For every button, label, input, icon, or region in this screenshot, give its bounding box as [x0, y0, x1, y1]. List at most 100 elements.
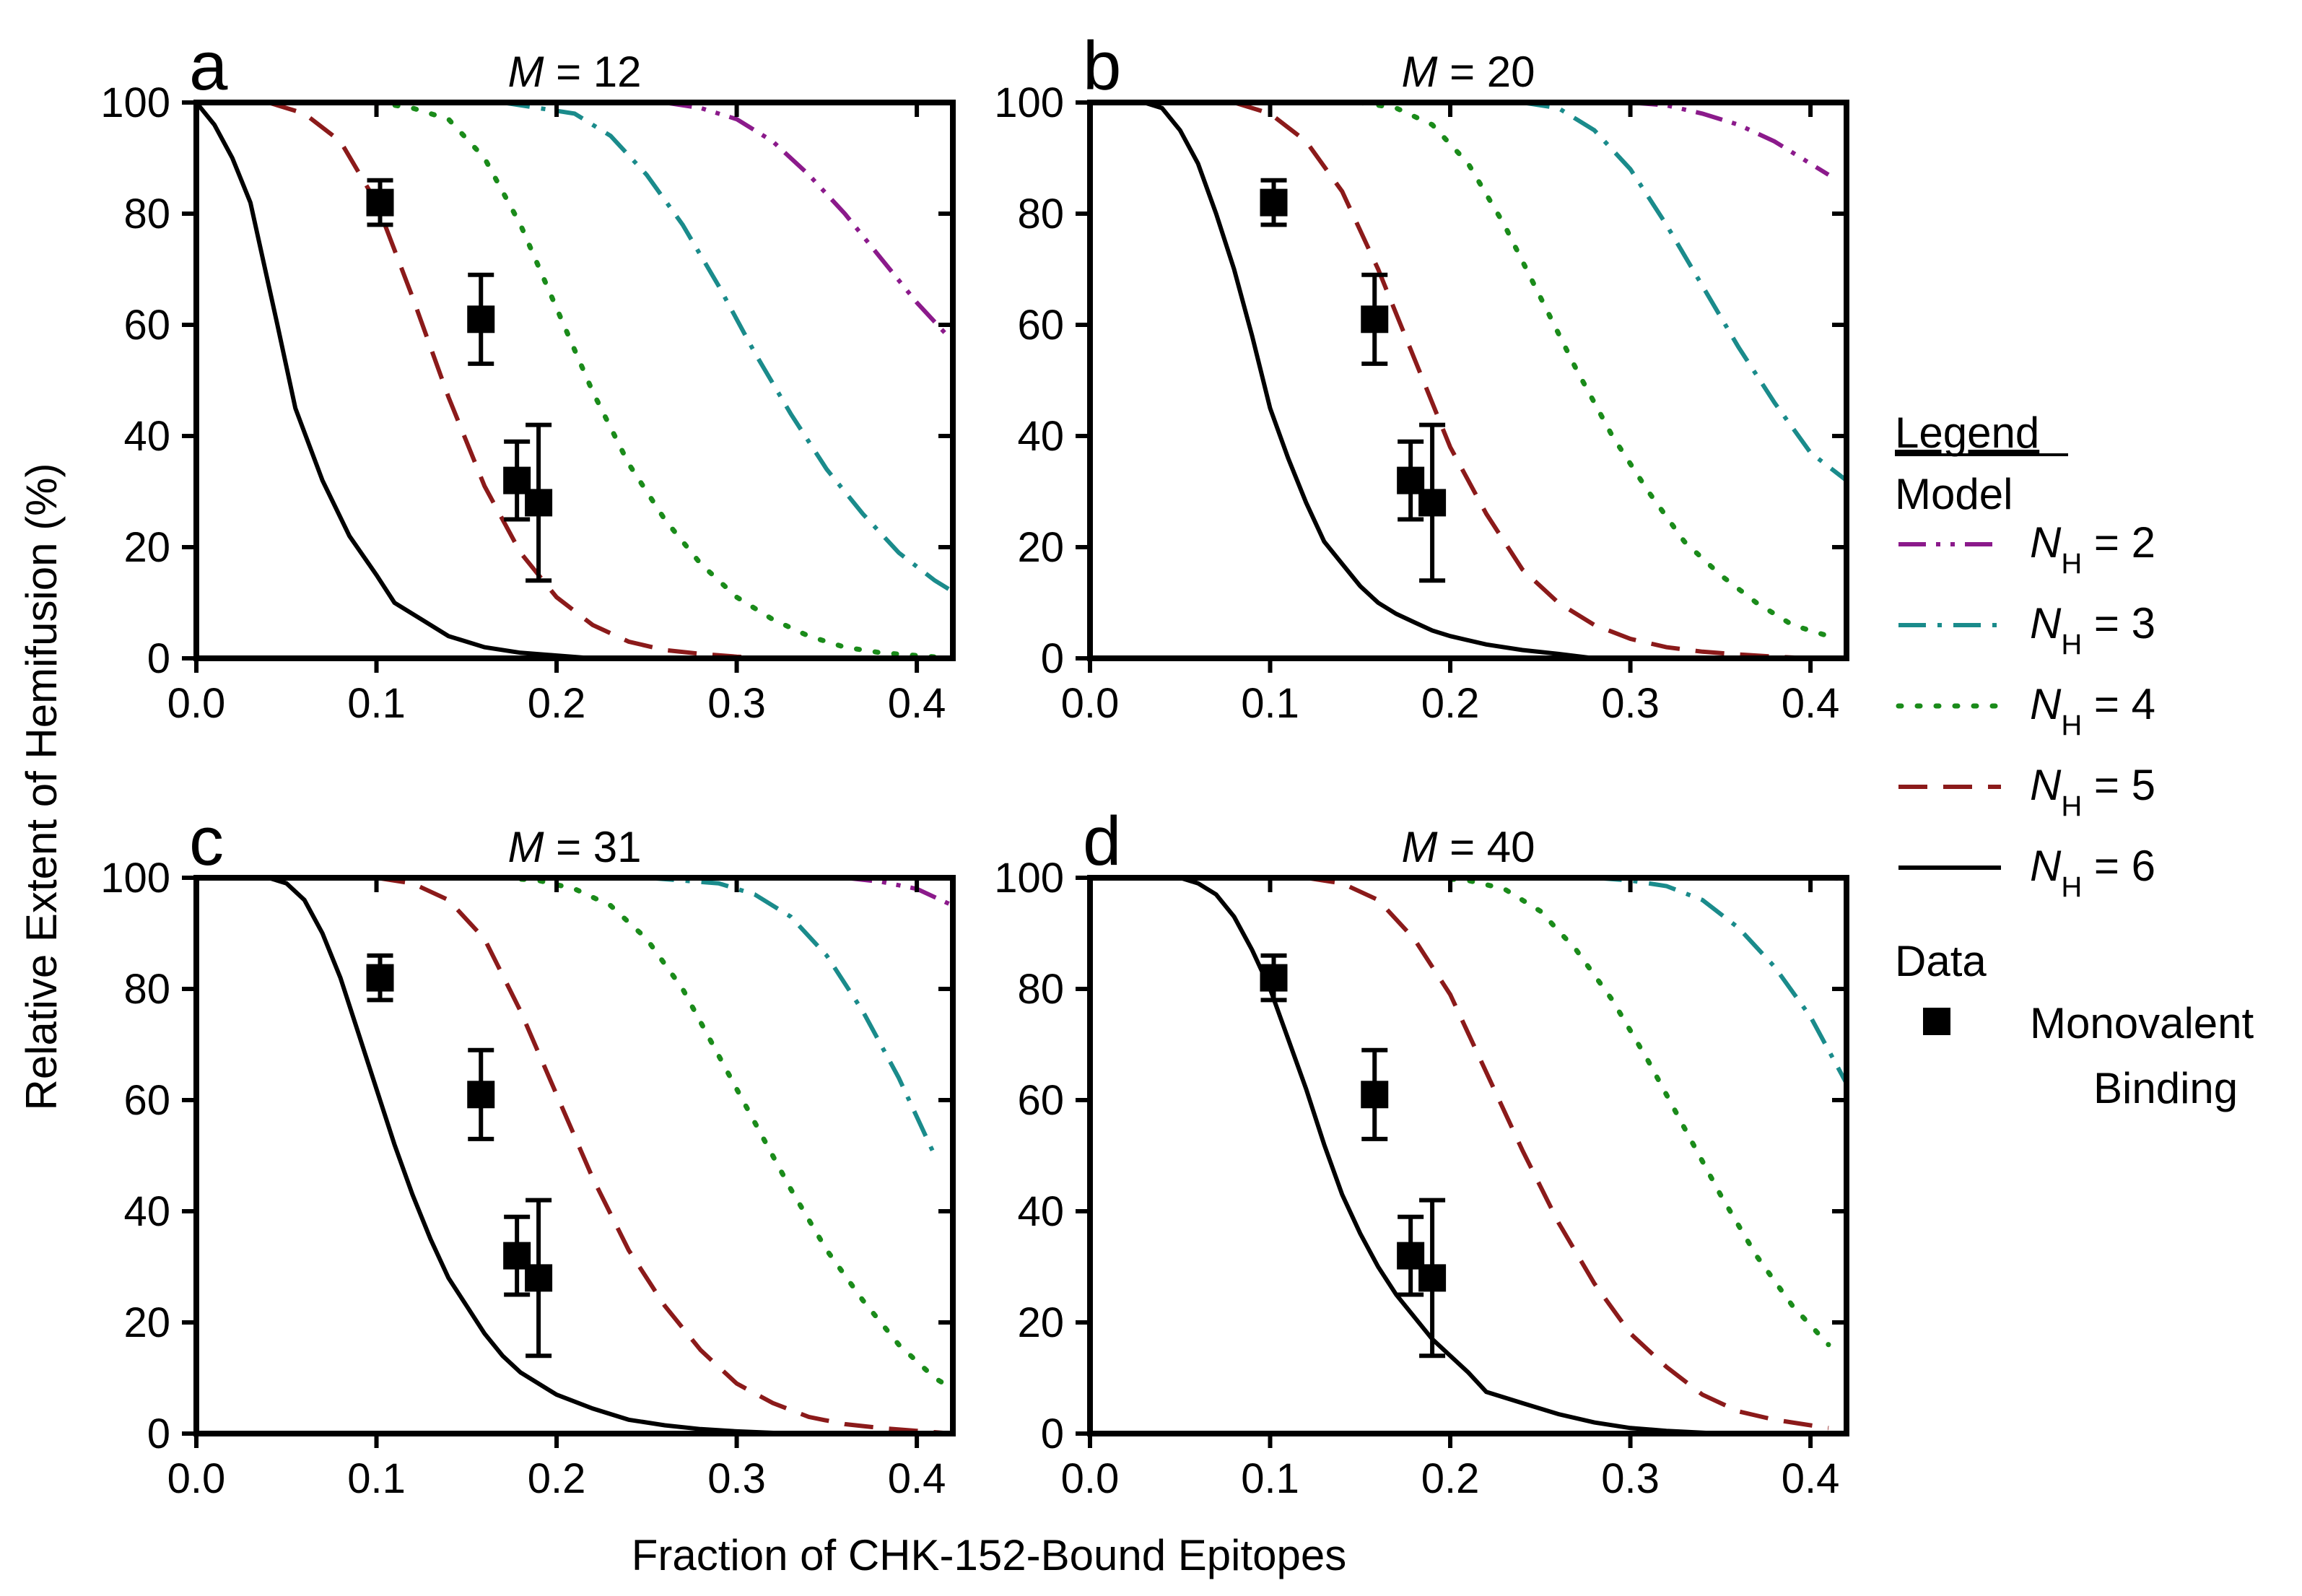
panel-title: M = 40 — [1401, 823, 1535, 871]
panel-a-curve-nh5 — [267, 103, 773, 658]
panel-c-frame — [193, 875, 956, 1436]
panel-c-curve-nh3 — [646, 878, 937, 1157]
panel-d-data-point — [1361, 1047, 1389, 1141]
data-marker — [525, 489, 553, 517]
panel-c-curve-nh4 — [500, 878, 953, 1392]
panel-d-data-point — [1418, 1198, 1447, 1359]
x-tick-label: 0.3 — [707, 1455, 766, 1502]
y-tick-label: 100 — [100, 855, 170, 902]
panel-d-curve-nh6 — [1179, 878, 1721, 1434]
x-tick-label: 0.1 — [347, 1455, 406, 1502]
y-tick-label: 0 — [147, 1410, 170, 1457]
legend-entry-nh6: NH = 6 — [2030, 842, 2155, 903]
legend-data-label: Data — [1895, 937, 1987, 985]
data-marker — [467, 1081, 495, 1109]
data-marker — [1418, 1264, 1447, 1292]
panel-c-data-point — [366, 953, 394, 1003]
panel-b-curve-nh4 — [1357, 103, 1831, 639]
y-tick-label: 20 — [123, 524, 170, 571]
x-tick-label: 0.2 — [528, 680, 586, 727]
panel-a-data-point — [467, 272, 495, 366]
x-tick-label: 0.0 — [167, 1455, 226, 1502]
y-tick-label: 100 — [100, 79, 170, 126]
panel-d-curve-nh3 — [1594, 878, 1847, 1085]
y-tick-label: 20 — [1017, 1299, 1064, 1346]
x-tick-label: 0.4 — [1782, 680, 1840, 727]
panel-a-curve-nh4 — [374, 103, 953, 658]
y-tick-label: 60 — [123, 302, 170, 349]
panel-c-curve-nh6 — [267, 878, 791, 1434]
panel-a-curve-nh6 — [196, 103, 593, 658]
y-tick-label: 40 — [123, 413, 170, 460]
panel-b-frame — [1087, 100, 1849, 661]
panel-b-data-point — [1260, 178, 1288, 227]
panel-a: 0.0 0.1 0.2 0.3 0.4 0 20 40 60 80 100 a M = 12 — [100, 27, 956, 727]
x-tick-label: 0.4 — [888, 680, 946, 727]
panel-b-data-point — [1418, 422, 1447, 583]
x-tick-label: 0.1 — [347, 680, 406, 727]
panel-letter: c — [189, 803, 224, 880]
y-tick-label: 80 — [123, 966, 170, 1013]
data-marker — [467, 305, 495, 333]
legend-data-marker — [1923, 1008, 1950, 1035]
panel-c-data-point — [525, 1198, 553, 1359]
data-marker — [1260, 188, 1288, 217]
y-tick-label: 0 — [1041, 1410, 1064, 1457]
panel-title: M = 31 — [507, 823, 641, 871]
x-tick-label: 0.4 — [1782, 1455, 1840, 1502]
x-tick-label: 0.4 — [888, 1455, 946, 1502]
panel-title: M = 12 — [507, 48, 641, 96]
panel-a-data-point — [503, 439, 531, 522]
panel-c-curves — [267, 878, 953, 1434]
legend-entry-nh3: NH = 3 — [2030, 599, 2155, 660]
panel-b-curve-nh6 — [1143, 103, 1595, 658]
panels-group: 0.0 0.1 0.2 0.3 0.4 0 20 40 60 80 100 a M = 12 0.0 0.1… — [100, 27, 1849, 1502]
panel-letter: a — [189, 27, 228, 105]
panel-letter: b — [1083, 27, 1121, 105]
y-tick-label: 80 — [1017, 191, 1064, 237]
panel-b: 0.0 0.1 0.2 0.3 0.4 0 20 40 60 80 100 b M = 20 — [994, 27, 1849, 727]
data-marker — [366, 188, 394, 217]
x-tick-label: 0.0 — [167, 680, 226, 727]
panel-d-curve-nh4 — [1429, 878, 1831, 1348]
panel-c-curve-nh5 — [376, 878, 953, 1434]
y-tick-label: 20 — [1017, 524, 1064, 571]
panel-a-frame — [193, 100, 956, 661]
data-marker — [1418, 489, 1447, 517]
legend-entry-nh2: NH = 2 — [2030, 518, 2155, 580]
y-axis-title: Relative Extent of Hemifusion (%) — [17, 463, 66, 1110]
y-tick-label: 40 — [123, 1188, 170, 1235]
x-tick-label: 0.0 — [1061, 1455, 1120, 1502]
legend: Legend Model NH = 2 NH = 3 NH = 4 NH = 5 NH = … — [1895, 409, 2254, 1112]
legend-title: Legend — [1895, 409, 2039, 457]
data-marker — [1361, 1081, 1389, 1109]
panel-b-curve-nh3 — [1522, 103, 1847, 482]
y-tick-label: 80 — [123, 191, 170, 237]
y-tick-label: 60 — [123, 1077, 170, 1124]
panel-d-curve-nh5 — [1305, 878, 1829, 1431]
legend-entry-nh5: NH = 5 — [2030, 761, 2155, 822]
panel-a-curves — [196, 103, 953, 658]
y-tick-label: 20 — [123, 1299, 170, 1346]
x-tick-label: 0.3 — [707, 680, 766, 727]
panel-b-curve-nh2 — [1630, 103, 1830, 177]
panel-title: M = 20 — [1401, 48, 1535, 96]
data-marker — [1361, 305, 1389, 333]
y-tick-label: 0 — [1041, 635, 1064, 682]
x-tick-label: 0.1 — [1241, 1455, 1299, 1502]
x-tick-label: 0.0 — [1061, 680, 1120, 727]
panel-d-curves — [1179, 878, 1847, 1434]
panel-d-data-point — [1260, 953, 1288, 1003]
y-tick-label: 100 — [994, 855, 1064, 902]
y-tick-label: 60 — [1017, 302, 1064, 349]
x-tick-label: 0.2 — [1421, 1455, 1480, 1502]
panel-a-data-point — [366, 178, 394, 227]
panel-b-curve-nh5 — [1233, 103, 1811, 658]
panel-letter: d — [1083, 803, 1121, 880]
legend-data-entry-line2: Binding — [2093, 1064, 2238, 1112]
y-tick-label: 40 — [1017, 1188, 1064, 1235]
legend-model-label: Model — [1895, 470, 2013, 518]
x-tick-label: 0.3 — [1601, 680, 1660, 727]
legend-data-entry-line1: Monovalent — [2030, 999, 2254, 1047]
